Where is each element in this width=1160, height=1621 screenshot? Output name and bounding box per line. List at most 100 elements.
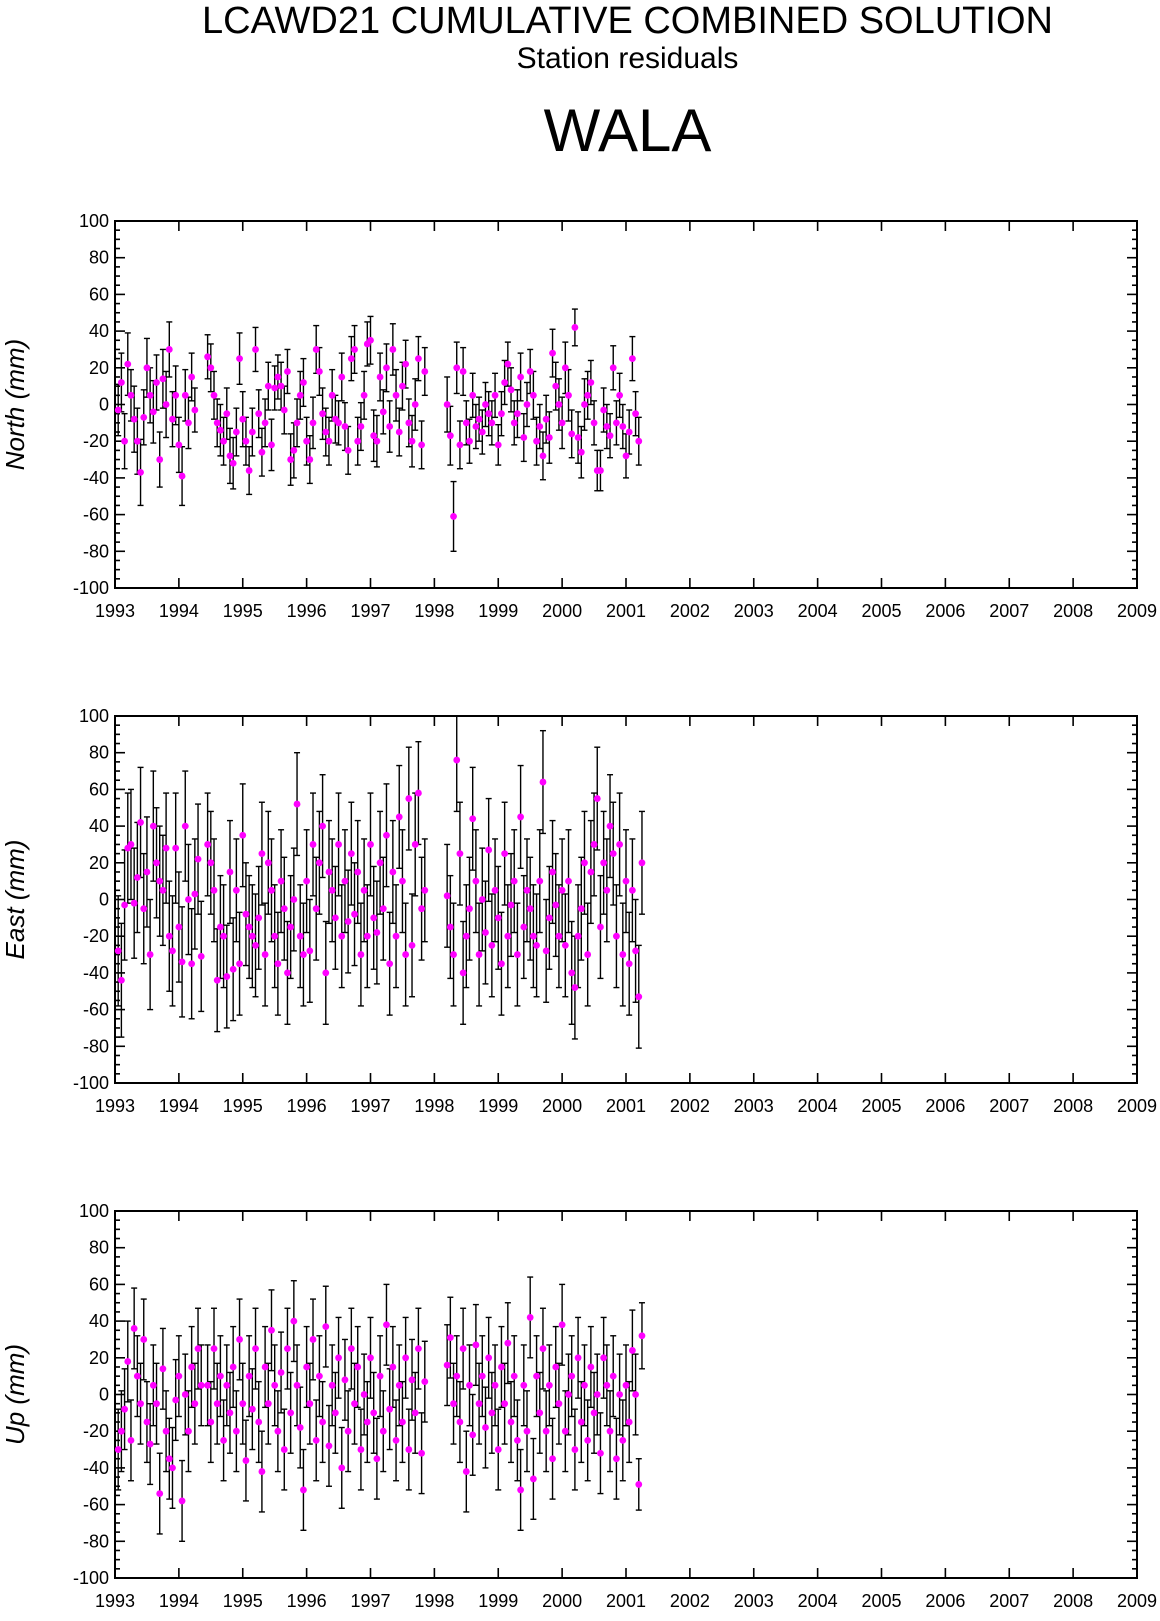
data-point	[204, 353, 212, 361]
data-point	[389, 868, 397, 876]
x-tick-label: 2009	[1117, 601, 1157, 621]
data-point	[354, 868, 362, 876]
data-point	[252, 1345, 259, 1353]
data-point	[309, 1336, 317, 1343]
data-point	[197, 1381, 205, 1389]
data-point	[574, 932, 582, 940]
data-point	[587, 1363, 595, 1371]
data-point	[411, 841, 419, 848]
data-point	[590, 841, 598, 848]
data-point	[149, 408, 157, 416]
x-tick-label: 2006	[925, 1591, 965, 1611]
data-point	[121, 901, 128, 909]
data-point	[252, 346, 259, 353]
data-point	[137, 1400, 144, 1408]
data-point	[185, 419, 192, 427]
data-point	[248, 932, 256, 940]
data-point	[542, 947, 550, 955]
data-point	[389, 1363, 397, 1371]
x-tick-label: 1995	[223, 1591, 263, 1611]
x-tick-label: 1994	[159, 601, 199, 621]
data-point	[472, 877, 480, 885]
data-point	[185, 1427, 192, 1435]
data-point	[475, 951, 483, 958]
data-point	[325, 1442, 333, 1450]
data-point	[443, 1361, 451, 1369]
y-tick-label: 100	[79, 211, 109, 231]
y-tick-label: 0	[99, 395, 109, 415]
data-point	[558, 886, 566, 894]
data-point	[597, 923, 604, 931]
data-point	[450, 513, 457, 520]
data-point	[450, 1400, 457, 1408]
y-tick-label: -40	[83, 963, 109, 983]
data-point	[539, 452, 547, 460]
data-point	[175, 441, 183, 449]
data-point	[415, 789, 422, 797]
data-point	[162, 401, 170, 408]
data-point	[153, 379, 160, 386]
data-point	[498, 1363, 505, 1371]
data-point	[268, 441, 275, 449]
data-point	[357, 951, 365, 958]
x-tick-label: 1999	[478, 1591, 518, 1611]
data-point	[159, 886, 167, 894]
data-point	[542, 415, 550, 423]
data-point	[347, 1345, 355, 1353]
data-point	[146, 1440, 154, 1448]
data-point	[239, 831, 247, 839]
data-point	[482, 1424, 489, 1431]
x-tick-label: 2003	[734, 1096, 774, 1116]
data-point	[466, 905, 473, 913]
data-point	[469, 815, 477, 823]
data-point	[216, 1372, 224, 1380]
data-point	[156, 1490, 164, 1497]
x-tick-label: 2008	[1053, 601, 1093, 621]
data-point	[392, 1436, 400, 1444]
data-point	[616, 1391, 624, 1398]
x-tick-label: 2005	[861, 1591, 901, 1611]
data-point	[245, 1372, 253, 1380]
data-point	[280, 905, 288, 913]
y-tick-label: 0	[99, 890, 109, 910]
data-point	[609, 364, 617, 372]
data-point	[517, 813, 525, 821]
data-point	[510, 419, 518, 427]
data-point	[411, 1409, 419, 1417]
x-tick-label: 1998	[414, 601, 454, 621]
data-point	[207, 364, 215, 372]
data-point	[165, 932, 173, 940]
data-point	[284, 1345, 291, 1353]
data-point	[571, 984, 579, 991]
data-point	[421, 1378, 429, 1386]
data-point	[558, 1321, 566, 1329]
data-point	[127, 841, 135, 848]
data-point	[223, 410, 231, 418]
x-tick-label: 2003	[734, 1591, 774, 1611]
data-point	[213, 419, 221, 427]
data-point	[411, 401, 419, 408]
y-tick-label: -80	[83, 1036, 109, 1056]
data-point	[255, 914, 263, 922]
x-tick-label: 1993	[95, 1591, 135, 1611]
data-point	[555, 1400, 563, 1408]
data-point	[603, 423, 611, 430]
data-point	[261, 951, 269, 958]
data-point	[210, 391, 218, 399]
data-point	[555, 932, 563, 940]
data-point	[121, 1405, 128, 1413]
data-point	[622, 1381, 630, 1389]
data-point	[229, 1363, 237, 1371]
data-point	[124, 1358, 132, 1365]
data-point	[584, 391, 592, 399]
data-point	[194, 855, 202, 863]
y-tick-label: -40	[83, 468, 109, 488]
data-point	[402, 951, 410, 958]
data-point	[373, 929, 381, 936]
data-point	[475, 1400, 483, 1408]
data-point	[443, 892, 451, 900]
data-point	[622, 877, 630, 885]
data-point	[498, 410, 505, 418]
x-tick-label: 2000	[542, 1591, 582, 1611]
x-tick-label: 1997	[350, 601, 390, 621]
